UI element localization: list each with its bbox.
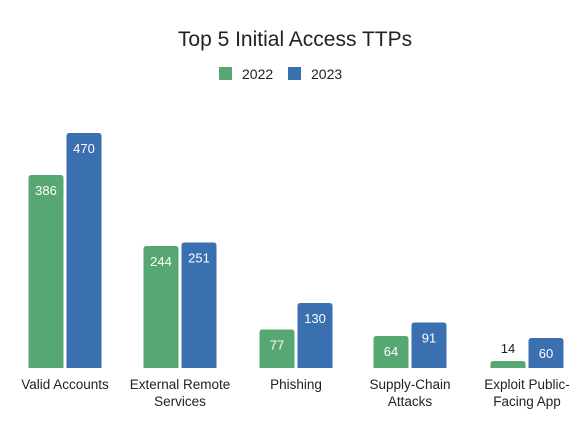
value-label-2023-4: 60 — [539, 346, 553, 361]
bar-2022-3 — [373, 336, 409, 368]
bar-2023-3 — [411, 322, 447, 368]
category-label-4-line-0: Exploit Public- — [484, 377, 570, 392]
bars-group — [28, 133, 564, 368]
legend-swatch-2022 — [219, 67, 232, 80]
category-label-3-line-0: Supply-Chain — [369, 377, 450, 392]
value-label-2023-1: 251 — [188, 251, 210, 266]
value-label-2022-4: 14 — [501, 341, 515, 356]
value-label-2022-1: 244 — [150, 254, 172, 269]
value-label-2023-3: 91 — [422, 331, 436, 346]
category-label-1-line-0: External Remote — [130, 377, 231, 392]
value-label-2022-2: 77 — [270, 338, 284, 353]
category-label-0-line-0: Valid Accounts — [21, 377, 109, 392]
value-label-2023-2: 130 — [304, 311, 326, 326]
category-labels-group: Valid Accounts External Remote Services Phi… — [21, 377, 570, 409]
bar-2023-1 — [181, 242, 217, 368]
legend-label-2023: 2023 — [311, 66, 342, 82]
bar-2022-0 — [28, 175, 64, 368]
bar-2023-0 — [66, 133, 102, 368]
category-label-3-line-1: Attacks — [388, 394, 433, 409]
bar-2022-4 — [490, 361, 526, 368]
chart-title: Top 5 Initial Access TTPs — [178, 28, 412, 51]
bar-2022-1 — [143, 246, 179, 368]
value-label-2022-0: 386 — [35, 183, 57, 198]
category-label-1-line-1: Services — [154, 394, 206, 409]
legend-label-2022: 2022 — [242, 66, 273, 82]
chart-legend: 2022 2023 — [219, 66, 342, 82]
category-label-4-line-1: Facing App — [493, 394, 561, 409]
value-label-2022-3: 64 — [384, 344, 398, 359]
bar-2023-2 — [297, 303, 333, 368]
bar-2023-4 — [528, 338, 564, 368]
value-labels-group: 386 470 244 251 77 130 64 91 14 60 — [35, 141, 553, 361]
bar-2022-2 — [259, 329, 295, 368]
value-label-2023-0: 470 — [73, 141, 95, 156]
category-label-2-line-0: Phishing — [270, 377, 322, 392]
legend-swatch-2023 — [288, 67, 301, 80]
